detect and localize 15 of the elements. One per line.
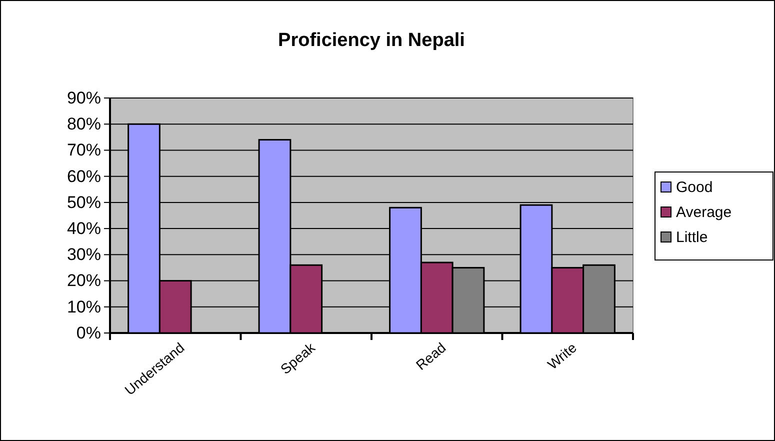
y-tick-label: 10% bbox=[66, 297, 101, 316]
y-tick-label: 90% bbox=[66, 88, 101, 108]
y-tick-label: 60% bbox=[66, 166, 101, 186]
y-tick-label: 80% bbox=[66, 114, 101, 134]
x-tick-label: Write bbox=[544, 339, 580, 372]
y-tick-label: 20% bbox=[66, 271, 101, 290]
y-tick-label: 40% bbox=[66, 218, 101, 238]
legend-label: Average bbox=[676, 204, 732, 221]
legend-label: Good bbox=[676, 179, 713, 196]
legend-label: Little bbox=[676, 229, 708, 246]
y-tick-label: 70% bbox=[66, 140, 101, 160]
y-tick-label: 30% bbox=[66, 245, 101, 264]
chart-title: Proficiency in Nepali bbox=[278, 30, 465, 51]
y-tick-label: 50% bbox=[66, 192, 101, 212]
y-tick-label: 0% bbox=[76, 323, 101, 342]
